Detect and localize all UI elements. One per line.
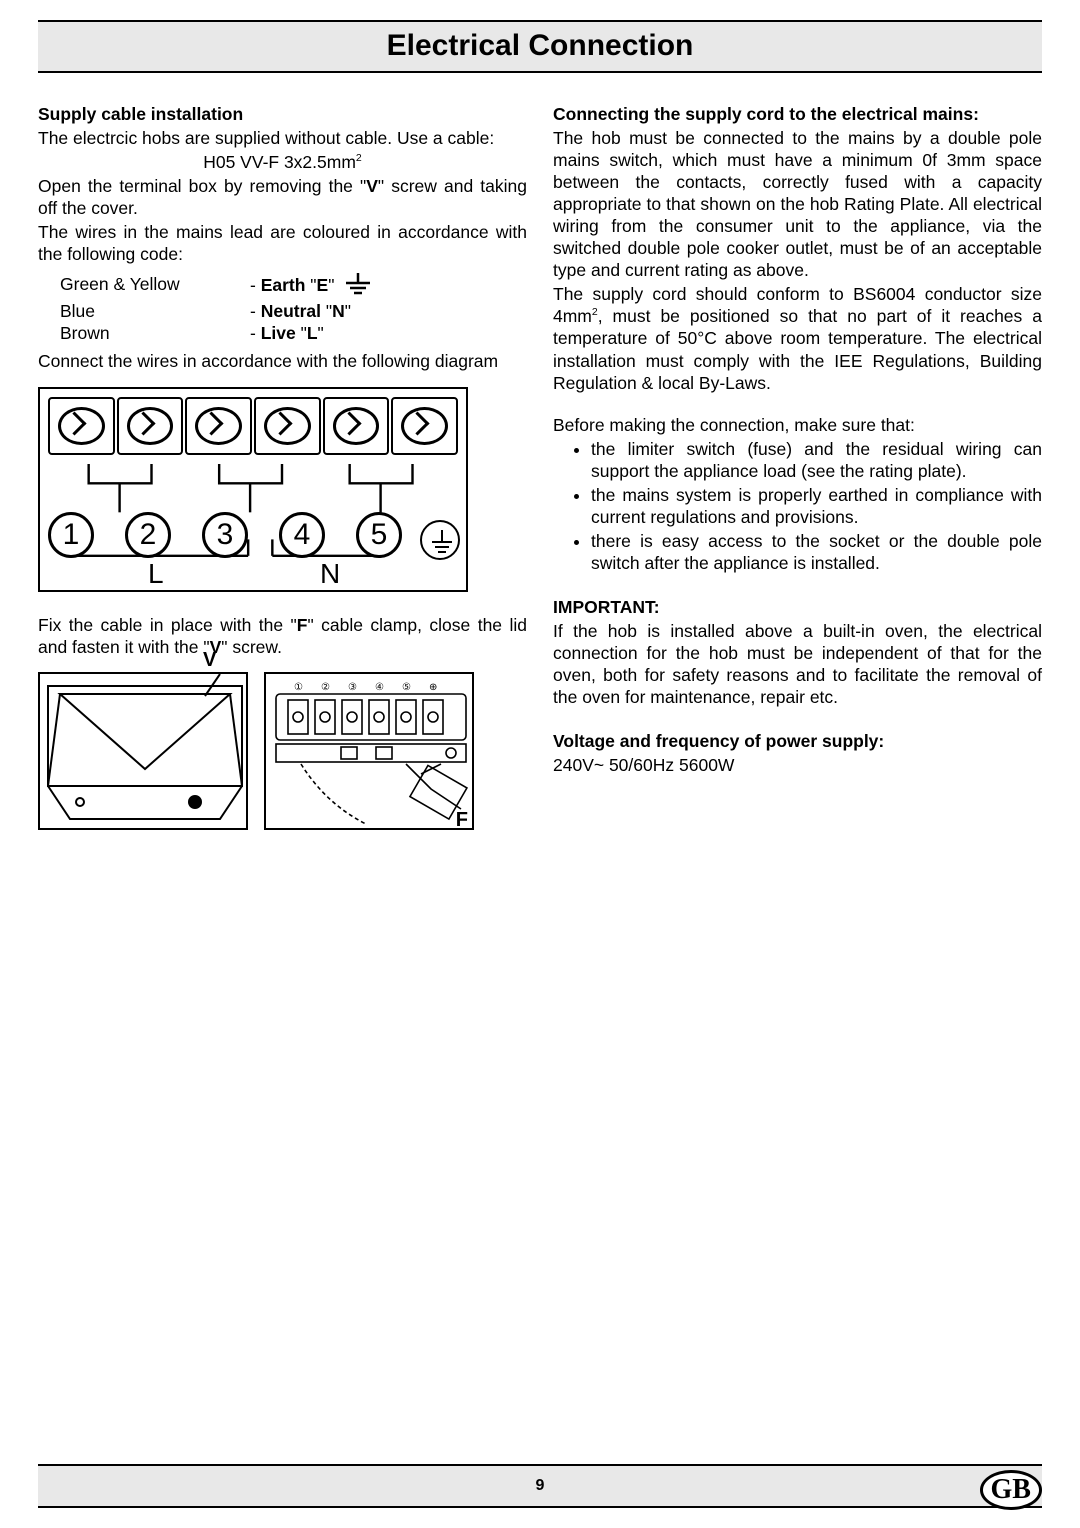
cable-spec: H05 VV-F 3x2.5mm2 — [38, 151, 527, 173]
terminal-port — [254, 397, 321, 455]
supply-intro: The electrcic hobs are supplied without … — [38, 127, 527, 149]
checklist-item: the limiter switch (fuse) and the residu… — [591, 438, 1042, 482]
step-open-box: Open the terminal box by removing the "V… — [38, 175, 527, 219]
v-annotation: V — [203, 648, 216, 673]
terminal-port — [117, 397, 184, 455]
wire-row-neutral: Blue - Neutral "N" — [60, 300, 527, 322]
wire-color: Blue — [60, 300, 250, 322]
terminal-number: 3 — [202, 512, 248, 558]
wire-color: Green & Yellow — [60, 273, 250, 300]
connecting-para1: The hob must be connected to the mains b… — [553, 127, 1042, 281]
terminal-number: 1 — [48, 512, 94, 558]
connecting-para2: The supply cord should conform to BS6004… — [553, 283, 1042, 393]
terminal-number: 4 — [279, 512, 325, 558]
content-columns: Supply cable installation The electrcic … — [38, 103, 1042, 830]
right-column: Connecting the supply cord to the electr… — [553, 103, 1042, 830]
f-letter: F — [297, 615, 308, 635]
d: - — [250, 301, 261, 321]
svg-text:⊕: ⊕ — [429, 682, 437, 693]
earth-icon — [343, 273, 373, 300]
terminal-number: 2 — [125, 512, 171, 558]
t: , must be positioned so that no part of … — [553, 306, 1042, 392]
wiring-area: 1 2 3 4 5 L N — [50, 464, 456, 580]
checklist-item: the mains system is properly earthed in … — [591, 484, 1042, 528]
wire-def: - Earth "E" — [250, 273, 373, 300]
wire-def: - Live "L" — [250, 322, 324, 344]
d: - — [250, 323, 261, 343]
checklist: the limiter switch (fuse) and the residu… — [553, 438, 1042, 574]
v-letter: V — [366, 176, 378, 196]
step-wire-code: The wires in the mains lead are coloured… — [38, 221, 527, 265]
supply-heading: Supply cable installation — [38, 103, 527, 125]
clamp-diagram-wrap: ① ② ③ ④ ⑤ ⊕ — [264, 672, 474, 830]
n: Earth — [261, 275, 306, 295]
t: " screw. — [221, 637, 282, 657]
l: N — [332, 301, 345, 321]
connecting-heading: Connecting the supply cord to the electr… — [553, 103, 1042, 125]
page-title: Electrical Connection — [38, 29, 1042, 63]
svg-text:③: ③ — [348, 682, 357, 693]
svg-text:②: ② — [321, 682, 330, 693]
voltage-value: 240V~ 50/60Hz 5600W — [553, 754, 1042, 776]
label-n: N — [320, 556, 340, 591]
svg-text:④: ④ — [375, 682, 384, 693]
cover-diagram — [38, 672, 248, 830]
page: Electrical Connection Supply cable insta… — [0, 0, 1080, 1528]
terminal-port — [185, 397, 252, 455]
clamp-diagram: ① ② ③ ④ ⑤ ⊕ — [264, 672, 474, 830]
cover-diagram-wrap: V — [38, 672, 248, 830]
earth-terminal-icon — [420, 520, 460, 560]
wire-color-table: Green & Yellow - Earth "E" Blue - Neutra… — [60, 273, 527, 344]
terminal-ports — [40, 389, 466, 455]
q: " — [318, 323, 324, 343]
t: Fix the cable in place with the " — [38, 615, 297, 635]
wire-color: Brown — [60, 322, 250, 344]
wire-row-earth: Green & Yellow - Earth "E" — [60, 273, 527, 300]
q: " — [321, 301, 332, 321]
cable-spec-text: H05 VV-F 3x2.5mm — [203, 152, 356, 172]
cover-diagram-svg — [40, 674, 250, 832]
voltage-heading: Voltage and frequency of power supply: — [553, 730, 1042, 752]
q: " — [296, 323, 307, 343]
l: L — [307, 323, 318, 343]
terminal-port — [323, 397, 390, 455]
before-heading: Before making the connection, make sure … — [553, 414, 1042, 436]
t: Open the terminal box by removing the " — [38, 176, 366, 196]
page-number: 9 — [536, 1477, 545, 1495]
wire-row-live: Brown - Live "L" — [60, 322, 527, 344]
small-diagrams-row: V — [38, 672, 527, 830]
important-heading: IMPORTANT: — [553, 596, 1042, 618]
f-annotation: F — [456, 808, 468, 833]
terminal-port — [391, 397, 458, 455]
n: Live — [261, 323, 296, 343]
l: E — [317, 275, 329, 295]
terminal-port — [48, 397, 115, 455]
left-column: Supply cable installation The electrcic … — [38, 103, 527, 830]
d: - — [250, 275, 261, 295]
q: " — [328, 275, 334, 295]
terminal-number: 5 — [356, 512, 402, 558]
footer-bar: 9 GB — [38, 1464, 1042, 1508]
svg-text:①: ① — [294, 682, 303, 693]
n: Neutral — [261, 301, 321, 321]
checklist-item: there is easy access to the socket or th… — [591, 530, 1042, 574]
connect-instruction: Connect the wires in accordance with the… — [38, 350, 527, 372]
q: " — [345, 301, 351, 321]
title-bar: Electrical Connection — [38, 20, 1042, 73]
wire-def: - Neutral "N" — [250, 300, 351, 322]
country-badge: GB — [980, 1470, 1042, 1510]
q: " — [305, 275, 316, 295]
clamp-diagram-svg: ① ② ③ ④ ⑤ ⊕ — [266, 674, 476, 832]
important-text: If the hob is installed above a built-in… — [553, 620, 1042, 708]
cable-spec-sup: 2 — [356, 152, 362, 164]
fix-instruction: Fix the cable in place with the "F" cabl… — [38, 614, 527, 658]
label-l: L — [148, 556, 164, 591]
svg-text:⑤: ⑤ — [402, 682, 411, 693]
wiring-diagram: 1 2 3 4 5 L N — [38, 387, 468, 592]
